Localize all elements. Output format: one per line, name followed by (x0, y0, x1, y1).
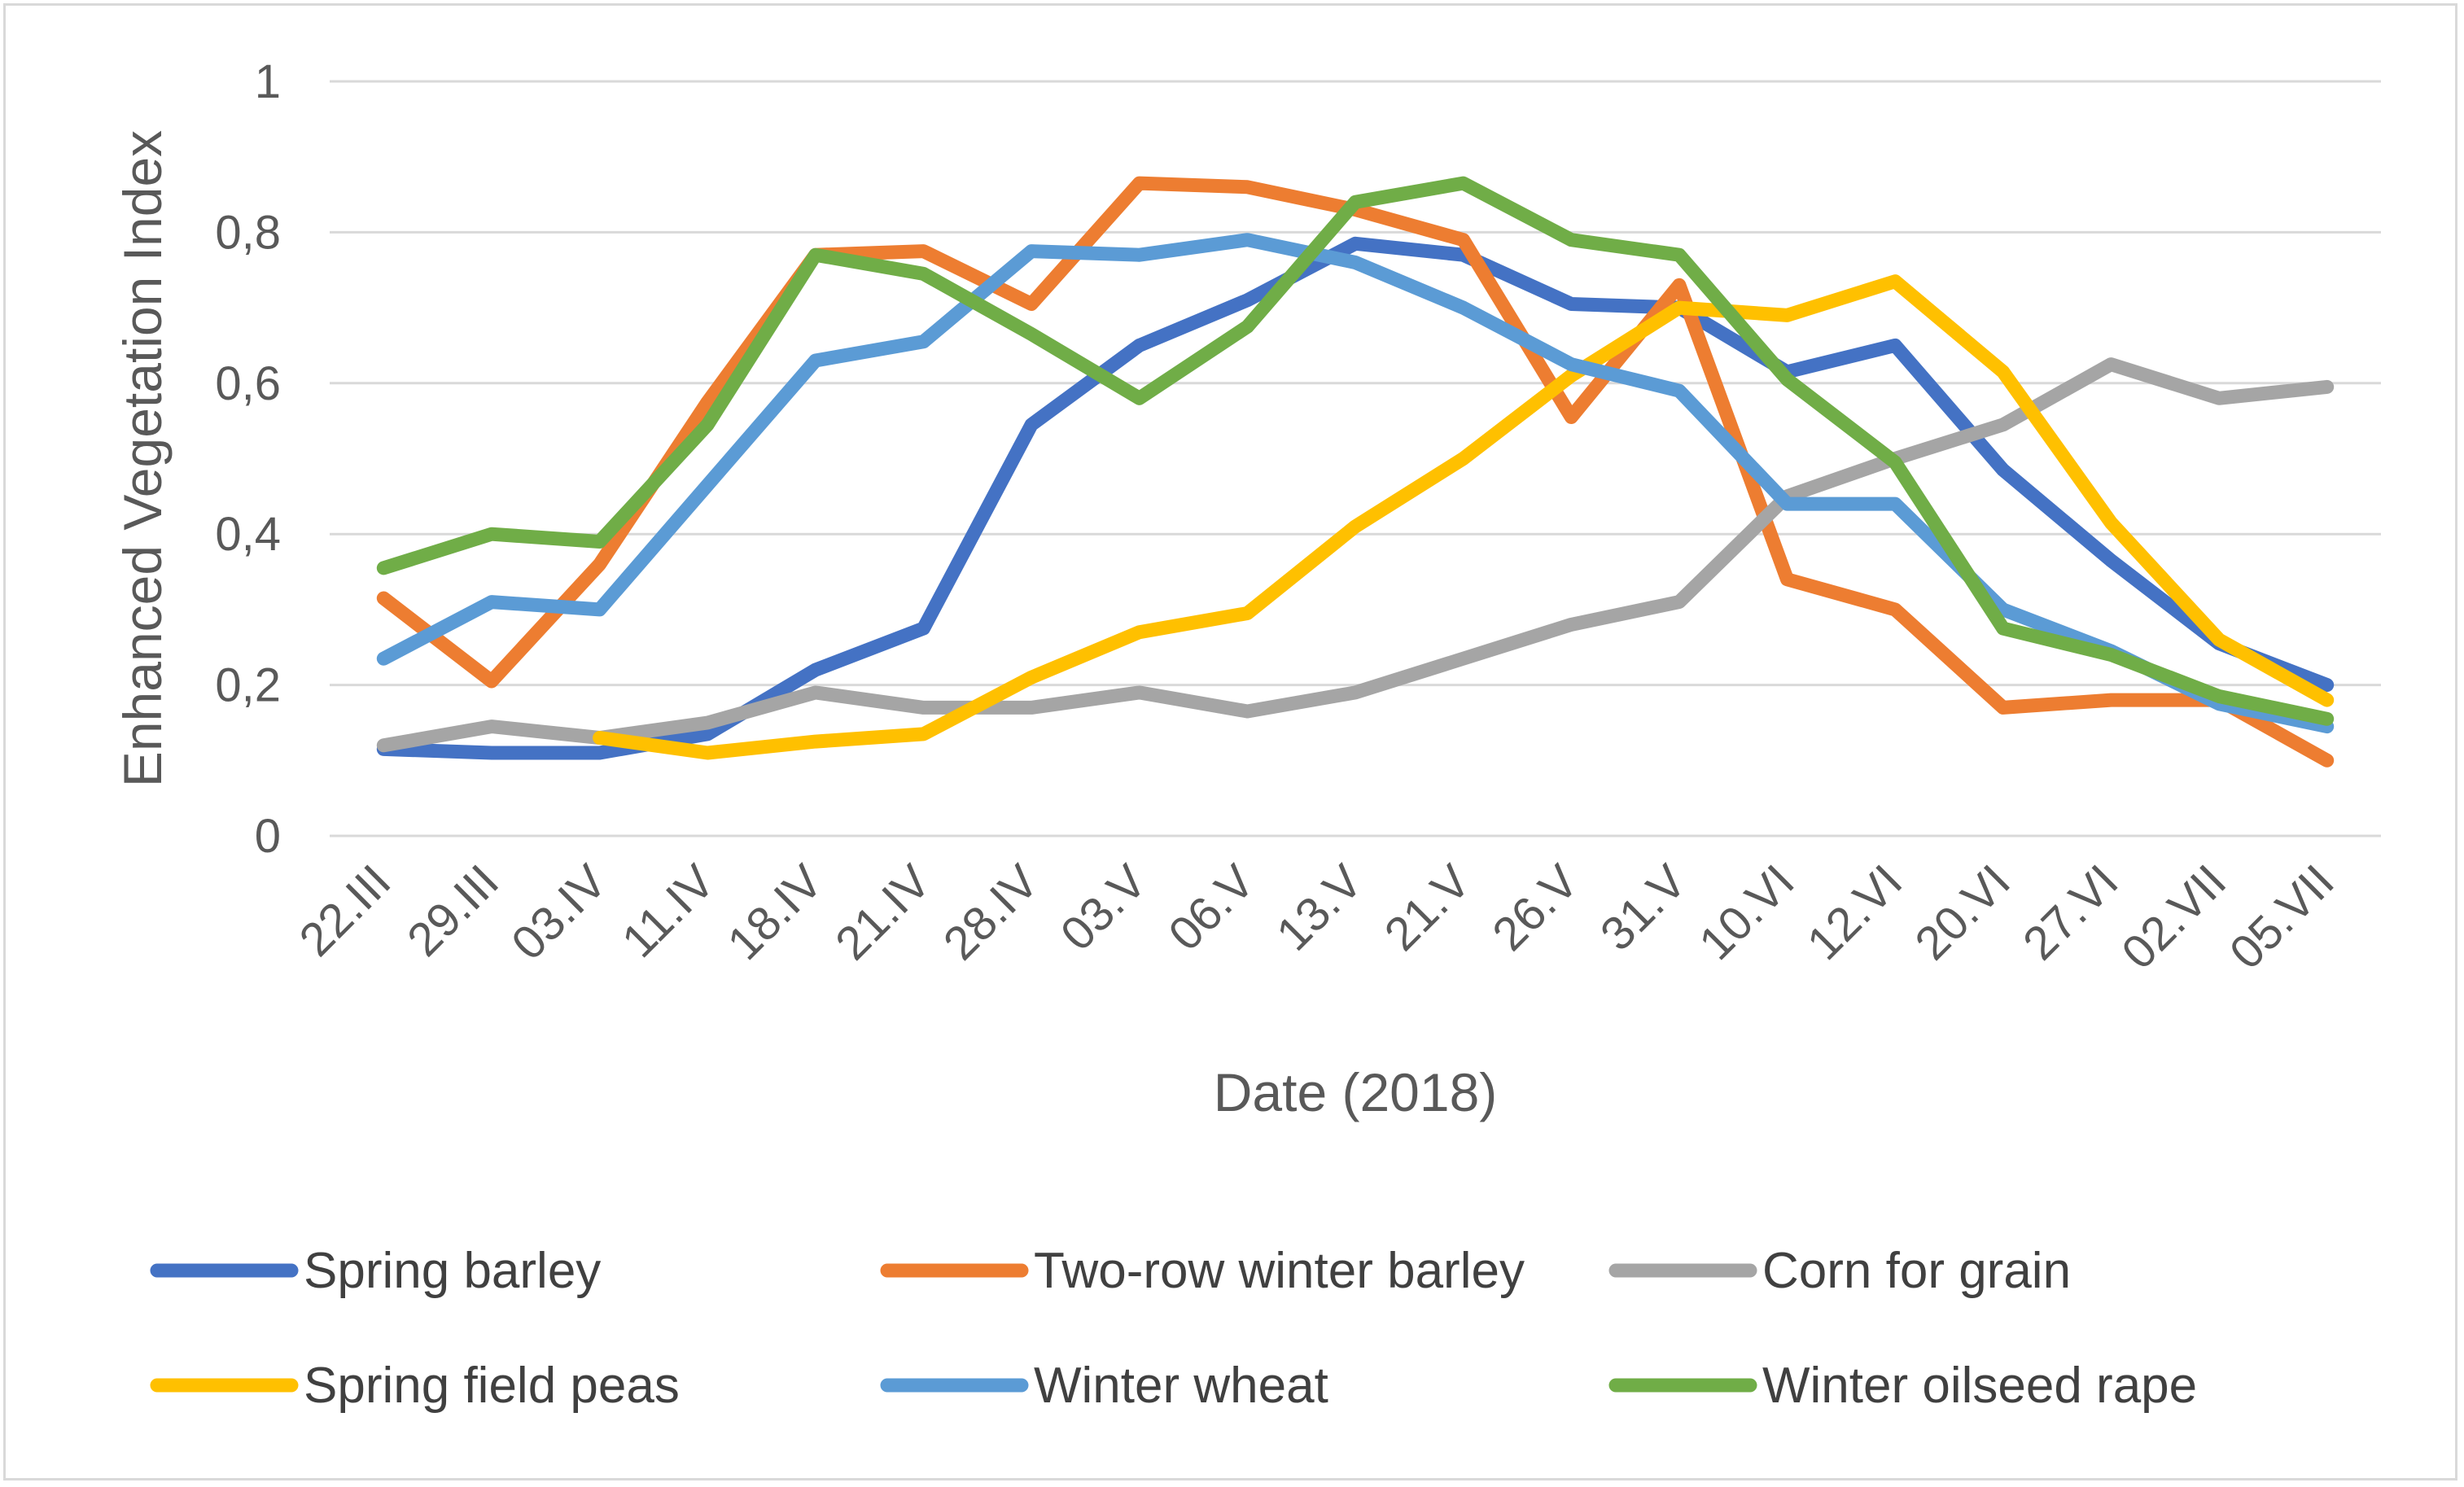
y-axis-ticks: 0 0,2 0,4 0,6 0,8 1 (215, 55, 281, 863)
x-tick-label: 26.V (1482, 855, 1589, 961)
legend-label-spring-field-peas: Spring field peas (304, 1358, 680, 1414)
x-tick-label: 02.VII (2112, 855, 2236, 979)
x-tick-label: 13.V (1267, 855, 1373, 961)
y-axis-title: Enhanced Vegetation Index (112, 130, 173, 787)
y-tick-label: 0,4 (215, 508, 281, 561)
x-tick-label: 22.III (289, 855, 400, 966)
legend-label-corn-for-grain: Corn for grain (1762, 1243, 2071, 1299)
y-tick-label: 0,6 (215, 357, 281, 410)
x-tick-label: 10.VI (1689, 855, 1805, 970)
x-tick-label: 29.III (397, 855, 509, 966)
x-axis-title: Date (2018) (1214, 1062, 1498, 1122)
series-line-winter-wheat (376, 233, 2335, 734)
x-tick-label: 06.V (1158, 855, 1265, 961)
x-tick-label: 11.IV (612, 855, 725, 968)
legend-label-winter-wheat: Winter wheat (1034, 1358, 1328, 1414)
x-tick-label: 28.IV (934, 855, 1049, 970)
x-tick-label: 18.IV (717, 855, 833, 970)
series-line-spring-field-peas (593, 274, 2335, 760)
legend-label-spring-barley: Spring barley (304, 1243, 601, 1299)
series-lines (376, 176, 2335, 768)
legend: Spring barley Two-row winter barley Corn f… (150, 1243, 2197, 1414)
x-tick-label: 03.V (1051, 855, 1158, 961)
x-tick-label: 03.IV (501, 855, 617, 970)
legend-label-winter-oilseed-rape: Winter oilseed rape (1762, 1358, 2197, 1414)
x-tick-label: 12.VI (1797, 855, 1913, 970)
y-tick-label: 0,8 (215, 206, 281, 259)
x-tick-label: 21.IV (825, 855, 941, 970)
x-tick-label: 05.VII (2220, 855, 2344, 979)
x-tick-label: 27.VI (2013, 855, 2129, 970)
series-line-winter-oilseed-rape (376, 176, 2335, 726)
legend-label-two-row-winter-barley: Two-row winter barley (1034, 1243, 1525, 1299)
series-line-spring-barley (376, 236, 2335, 760)
y-tick-label: 0 (255, 810, 281, 863)
x-tick-label: 20.VI (1905, 855, 2020, 970)
x-tick-label: 31.V (1591, 855, 1697, 961)
series-line-corn-for-grain (376, 357, 2335, 753)
x-tick-label: 21.V (1374, 855, 1481, 961)
y-tick-label: 0,2 (215, 659, 281, 712)
y-tick-label: 1 (255, 55, 281, 108)
